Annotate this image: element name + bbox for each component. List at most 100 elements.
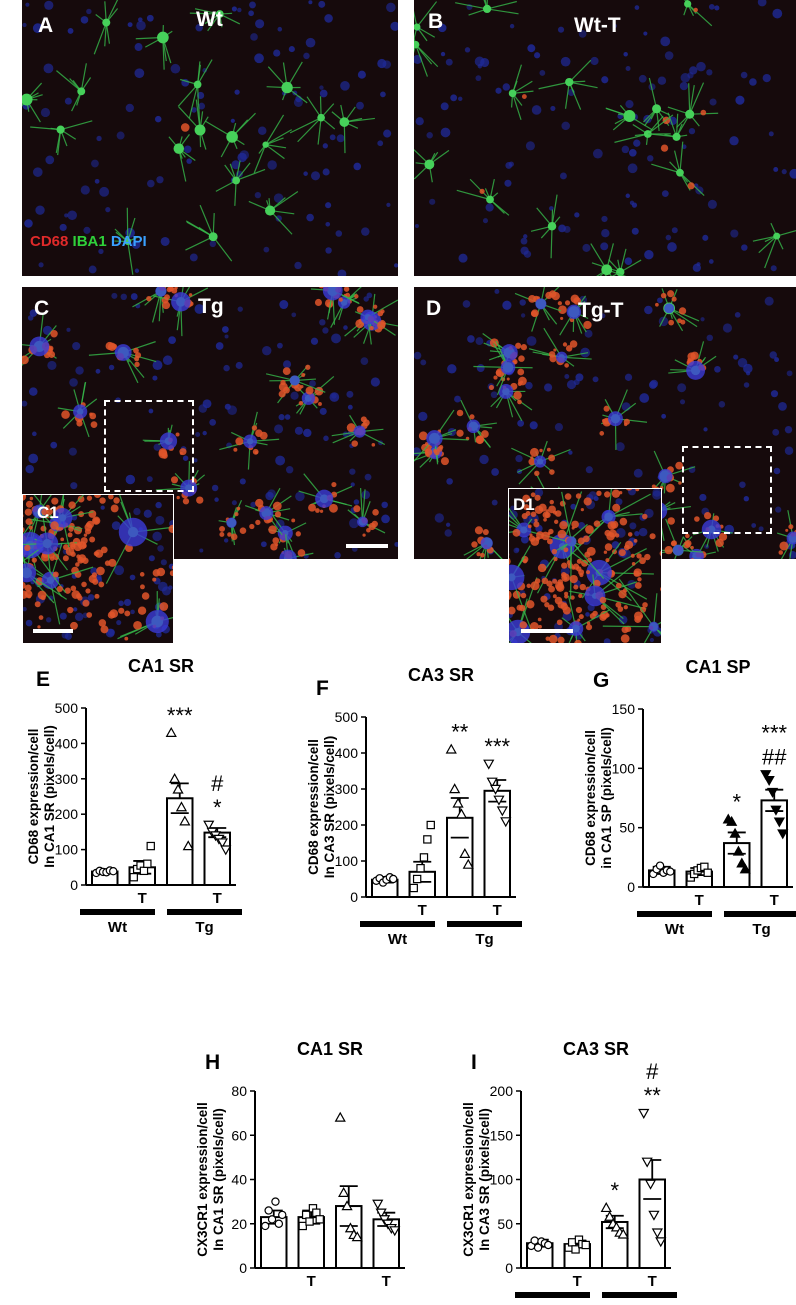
group-label: Tg bbox=[195, 919, 213, 936]
x-category-label: T bbox=[770, 892, 779, 909]
group-label: Tg bbox=[475, 931, 493, 948]
y-tick-label: 100 bbox=[490, 1172, 514, 1188]
significance-marker: * bbox=[732, 789, 741, 814]
data-point bbox=[265, 1207, 272, 1214]
y-tick-label: 150 bbox=[612, 701, 636, 717]
data-point bbox=[453, 799, 462, 807]
data-point bbox=[765, 777, 774, 785]
y-axis-label: In CA1 SR (pixels/cell) bbox=[211, 1108, 226, 1251]
significance-marker: * bbox=[213, 795, 222, 820]
bar-group bbox=[649, 862, 675, 887]
data-point bbox=[582, 1241, 589, 1248]
group-bar bbox=[360, 921, 435, 927]
x-category-label: T bbox=[307, 1273, 316, 1290]
x-category-label: T bbox=[493, 902, 502, 919]
group-label: Wt bbox=[665, 921, 684, 938]
bar-group: * bbox=[724, 789, 750, 887]
micrograph-panel-b: B Wt-T bbox=[414, 0, 796, 276]
data-point bbox=[373, 1200, 382, 1208]
data-point bbox=[457, 810, 466, 818]
y-tick-label: 50 bbox=[497, 1216, 513, 1232]
y-tick-label: 400 bbox=[55, 735, 79, 751]
data-point bbox=[545, 1241, 552, 1248]
y-tick-label: 0 bbox=[70, 877, 78, 893]
micrograph-panel-a: A Wt CD68 IBA1 DAPI bbox=[22, 0, 398, 276]
panel-title-tg: Tg bbox=[198, 295, 224, 319]
y-tick-label: 150 bbox=[490, 1127, 514, 1143]
panel-letter-c: C bbox=[34, 297, 49, 321]
zoom-region-box-d bbox=[682, 446, 772, 534]
y-tick-label: 300 bbox=[55, 771, 79, 787]
y-axis-label: CD68 expression/cell bbox=[583, 730, 598, 866]
significance-marker: # bbox=[211, 771, 224, 796]
data-point bbox=[414, 875, 421, 882]
x-category-label: T bbox=[695, 892, 704, 909]
bar-group: *** bbox=[167, 703, 193, 885]
panel-title-tg-t: Tg-T bbox=[578, 299, 623, 323]
significance-marker: ** bbox=[451, 719, 469, 744]
significance-marker: # bbox=[646, 1059, 659, 1084]
group-bar bbox=[724, 911, 796, 917]
y-tick-label: 80 bbox=[231, 1083, 247, 1099]
y-axis-label: CD68 expression/cell bbox=[306, 739, 321, 875]
y-tick-label: 300 bbox=[335, 781, 359, 797]
y-tick-label: 40 bbox=[231, 1172, 247, 1188]
panel-letter: I bbox=[471, 1051, 477, 1074]
chart-title: CA1 SR bbox=[297, 1039, 363, 1059]
group-label: Tg bbox=[752, 921, 770, 938]
scale-bar-c bbox=[346, 544, 388, 548]
group-bar bbox=[80, 909, 155, 915]
x-category-label: T bbox=[418, 902, 427, 919]
data-point bbox=[167, 728, 176, 736]
data-point bbox=[339, 1188, 348, 1196]
x-category-label: T bbox=[138, 890, 147, 907]
y-tick-label: 200 bbox=[55, 806, 79, 822]
group-label: Wt bbox=[388, 931, 407, 948]
panel-letter-b: B bbox=[428, 10, 443, 34]
bar-group: #* bbox=[204, 771, 230, 885]
data-point bbox=[667, 868, 674, 875]
data-point bbox=[390, 875, 397, 882]
bar-group: ** bbox=[447, 719, 473, 897]
group-bar bbox=[637, 911, 712, 917]
data-point bbox=[417, 865, 424, 872]
bar-group bbox=[130, 842, 156, 885]
bar-group bbox=[299, 1205, 325, 1268]
scale-bar-d1 bbox=[521, 629, 573, 633]
scale-bar-c1 bbox=[33, 629, 73, 633]
inset-label-c1: C1 bbox=[37, 503, 59, 523]
data-point bbox=[569, 1239, 576, 1246]
y-axis-label: In CA3 SR (pixels/cell) bbox=[322, 736, 337, 879]
bar-group bbox=[336, 1113, 362, 1268]
data-point bbox=[336, 1113, 345, 1121]
y-tick-label: 0 bbox=[239, 1260, 247, 1276]
data-point bbox=[173, 785, 182, 793]
data-point bbox=[420, 854, 427, 861]
data-point bbox=[643, 1158, 652, 1166]
data-point bbox=[147, 842, 154, 849]
y-tick-label: 100 bbox=[612, 760, 636, 776]
group-label: Wt bbox=[108, 919, 127, 936]
y-axis-label: in CA1 SP (pixels/cell) bbox=[599, 727, 614, 869]
legend-cd68: CD68 bbox=[30, 233, 68, 250]
data-point bbox=[447, 745, 456, 753]
y-axis-label: CX3CR1 expression/cell bbox=[461, 1102, 476, 1257]
y-axis-label: In CA3 SR (pixels/cell) bbox=[477, 1108, 492, 1251]
bar-group: *** bbox=[484, 734, 510, 897]
y-axis-label: In CA1 SR (pixels/cell) bbox=[42, 725, 57, 868]
y-tick-label: 200 bbox=[335, 817, 359, 833]
panel-title-wt: Wt bbox=[196, 8, 223, 32]
panel-letter: H bbox=[205, 1051, 220, 1074]
y-axis-label: CX3CR1 expression/cell bbox=[195, 1102, 210, 1257]
bar-group bbox=[527, 1237, 553, 1268]
bar-group: * bbox=[602, 1178, 628, 1268]
data-point bbox=[768, 788, 777, 796]
x-category-label: T bbox=[382, 1273, 391, 1290]
significance-marker: *** bbox=[484, 734, 510, 759]
data-point bbox=[531, 1237, 538, 1244]
bar-group bbox=[687, 863, 713, 887]
zoom-region-box-c bbox=[104, 400, 194, 492]
